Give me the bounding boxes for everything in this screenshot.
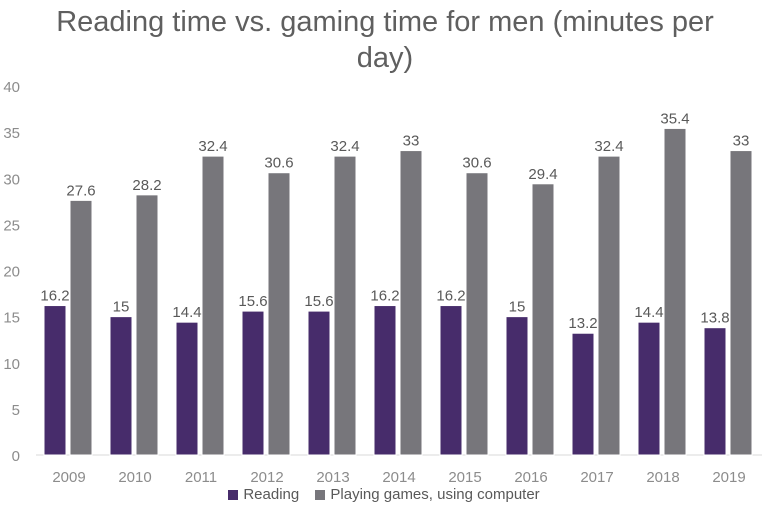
chart-title: Reading time vs. gaming time for men (mi… bbox=[56, 6, 714, 74]
bar-gaming bbox=[333, 155, 357, 456]
bar-gaming bbox=[69, 199, 93, 456]
x-tick-label: 2012 bbox=[250, 469, 283, 486]
data-label: 15 bbox=[113, 299, 130, 316]
y-tick-label: 30 bbox=[3, 171, 20, 188]
y-tick-label: 25 bbox=[3, 217, 20, 234]
data-label: 32.4 bbox=[330, 138, 359, 155]
bar-gaming bbox=[597, 155, 621, 456]
bar-reading bbox=[703, 327, 727, 456]
x-tick-label: 2015 bbox=[448, 469, 481, 486]
x-tick-label: 2017 bbox=[580, 469, 613, 486]
x-tick-label: 2013 bbox=[316, 469, 349, 486]
data-label: 30.6 bbox=[264, 155, 293, 172]
bar-gaming bbox=[729, 150, 753, 456]
legend-swatch-gaming bbox=[315, 489, 326, 500]
bar-gaming bbox=[399, 150, 423, 456]
bar-reading bbox=[505, 316, 529, 456]
legend-swatch-reading bbox=[228, 489, 239, 500]
bar-gaming bbox=[201, 155, 225, 456]
bar-reading bbox=[637, 321, 661, 456]
bar-gaming bbox=[267, 172, 291, 456]
data-label: 28.2 bbox=[132, 177, 161, 194]
bar-reading bbox=[241, 310, 265, 456]
x-tick-label: 2010 bbox=[118, 469, 151, 486]
legend-label-reading: Reading bbox=[243, 486, 300, 503]
bar-reading bbox=[571, 332, 595, 456]
bar-gaming bbox=[465, 172, 489, 456]
data-label: 27.6 bbox=[66, 182, 95, 199]
data-label: 33 bbox=[403, 133, 420, 150]
bar-reading bbox=[43, 305, 67, 456]
legend-label-gaming: Playing games, using computer bbox=[330, 486, 540, 503]
bar-reading bbox=[109, 316, 133, 456]
data-label: 16.2 bbox=[370, 288, 399, 305]
bar-reading bbox=[373, 305, 397, 456]
x-tick-label: 2019 bbox=[712, 469, 745, 486]
x-tick-label: 2011 bbox=[185, 469, 217, 486]
data-label: 15 bbox=[509, 299, 526, 316]
data-label: 13.8 bbox=[700, 310, 729, 327]
y-tick-label: 5 bbox=[12, 402, 20, 419]
data-label: 15.6 bbox=[238, 293, 267, 310]
bar-gaming bbox=[663, 127, 687, 456]
data-label: 33 bbox=[733, 133, 750, 150]
data-label: 14.4 bbox=[634, 304, 663, 321]
bar-reading bbox=[307, 310, 331, 456]
y-tick-label: 20 bbox=[3, 264, 20, 281]
bar-reading bbox=[175, 321, 199, 456]
y-tick-label: 10 bbox=[3, 356, 20, 373]
data-label: 30.6 bbox=[462, 155, 491, 172]
data-label: 16.2 bbox=[40, 288, 69, 305]
data-label: 13.2 bbox=[568, 315, 597, 332]
legend-item-gaming: Playing games, using computer bbox=[315, 486, 540, 503]
data-label: 15.6 bbox=[304, 293, 333, 310]
y-tick-label: 35 bbox=[3, 125, 20, 142]
data-label: 16.2 bbox=[436, 288, 465, 305]
x-tick-label: 2009 bbox=[52, 469, 85, 486]
legend: Reading Playing games, using computer bbox=[0, 486, 768, 504]
legend-item-reading: Reading bbox=[228, 486, 299, 503]
data-label: 14.4 bbox=[172, 304, 201, 321]
y-tick-label: 0 bbox=[12, 448, 20, 465]
data-label: 29.4 bbox=[528, 166, 557, 183]
y-tick-label: 40 bbox=[3, 79, 20, 96]
bar-gaming bbox=[135, 194, 159, 456]
x-tick-label: 2014 bbox=[382, 469, 415, 486]
x-tick-label: 2018 bbox=[646, 469, 679, 486]
bar-reading bbox=[439, 305, 463, 456]
data-label: 32.4 bbox=[198, 138, 227, 155]
x-tick-label: 2016 bbox=[514, 469, 547, 486]
bar-gaming bbox=[531, 183, 555, 456]
y-tick-label: 15 bbox=[3, 310, 20, 327]
data-label: 32.4 bbox=[594, 138, 623, 155]
data-label: 35.4 bbox=[660, 110, 689, 127]
